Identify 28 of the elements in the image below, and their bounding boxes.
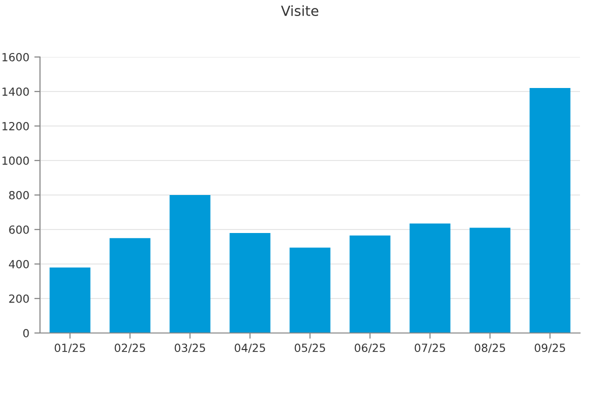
x-tick-label: 01/25: [54, 344, 86, 353]
x-tick-label: 04/25: [234, 344, 266, 353]
bar: [110, 238, 150, 333]
y-tick-label: 600: [9, 225, 29, 234]
chart-title: Visite: [281, 5, 318, 16]
x-tick-label: 09/25: [534, 344, 566, 353]
y-tick-label: 0: [23, 328, 29, 338]
y-tick-label: 800: [9, 190, 29, 200]
bar: [50, 267, 90, 333]
x-tick-label: 03/25: [174, 344, 206, 353]
x-tick-label: 08/25: [474, 344, 506, 353]
y-tick-label: 200: [9, 294, 29, 303]
bar: [530, 88, 570, 333]
x-tick-label: 07/25: [414, 344, 446, 353]
x-tick-label: 06/25: [354, 344, 386, 353]
bar: [350, 236, 390, 333]
y-tick-label: 1200: [2, 122, 29, 130]
y-tick-label: 1400: [2, 87, 29, 96]
bar: [170, 195, 210, 333]
bar: [230, 232, 270, 333]
x-tick-label: 05/25: [294, 344, 326, 353]
y-tick-label: 400: [8, 260, 29, 268]
y-tick-label: 1000: [2, 156, 29, 165]
x-tick-label: 02/25: [114, 344, 146, 353]
y-tick-label: 1600: [2, 52, 29, 62]
bar: [470, 228, 510, 333]
bar: [290, 248, 330, 333]
bar: [410, 223, 450, 333]
